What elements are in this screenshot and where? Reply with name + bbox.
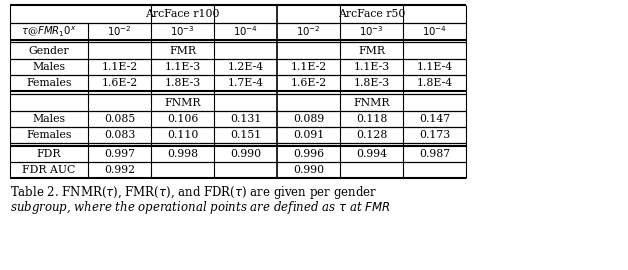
Text: 1.8E-3: 1.8E-3: [354, 78, 389, 88]
Text: 1.7E-4: 1.7E-4: [227, 78, 264, 88]
Text: 1.6E-2: 1.6E-2: [101, 78, 138, 88]
Text: 0.089: 0.089: [293, 114, 324, 124]
Text: Females: Females: [26, 78, 72, 88]
Text: 0.085: 0.085: [104, 114, 135, 124]
Text: 0.118: 0.118: [356, 114, 387, 124]
Text: FDR AUC: FDR AUC: [23, 165, 75, 175]
Text: subgroup, where the operational points are defined as $\tau$ at $FMR$: subgroup, where the operational points a…: [10, 199, 391, 216]
Text: $\tau$@$FMR_1$$0^x$: $\tau$@$FMR_1$$0^x$: [21, 25, 77, 39]
Text: 1.2E-4: 1.2E-4: [227, 62, 264, 72]
Text: Females: Females: [26, 130, 72, 140]
Text: Males: Males: [33, 62, 65, 72]
Text: 0.106: 0.106: [167, 114, 198, 124]
Text: $10^{-4}$: $10^{-4}$: [422, 25, 447, 38]
Text: 0.994: 0.994: [356, 149, 387, 159]
Text: 0.151: 0.151: [230, 130, 261, 140]
Text: FNMR: FNMR: [165, 97, 201, 107]
Text: $10^{-4}$: $10^{-4}$: [233, 25, 258, 38]
Text: 1.8E-3: 1.8E-3: [165, 78, 200, 88]
Text: Males: Males: [33, 114, 65, 124]
Text: FNMR: FNMR: [353, 97, 390, 107]
Text: 0.992: 0.992: [104, 165, 135, 175]
Text: $10^{-3}$: $10^{-3}$: [170, 25, 195, 38]
Text: 0.083: 0.083: [104, 130, 135, 140]
Text: 0.990: 0.990: [293, 165, 324, 175]
Text: 0.091: 0.091: [293, 130, 324, 140]
Text: 1.1E-3: 1.1E-3: [165, 62, 200, 72]
Text: Table 2. FNMR($\tau$), FMR($\tau$), and FDR($\tau$) are given per gender: Table 2. FNMR($\tau$), FMR($\tau$), and …: [10, 184, 377, 201]
Text: 0.128: 0.128: [356, 130, 387, 140]
Text: 0.131: 0.131: [230, 114, 261, 124]
Text: ArcFace r100: ArcFace r100: [145, 9, 220, 19]
Text: FMR: FMR: [169, 46, 196, 56]
Text: Gender: Gender: [29, 46, 69, 56]
Text: $10^{-3}$: $10^{-3}$: [359, 25, 384, 38]
Text: FDR: FDR: [37, 149, 62, 159]
Text: 0.987: 0.987: [419, 149, 450, 159]
Text: ArcFace r50: ArcFace r50: [338, 9, 405, 19]
Text: 1.6E-2: 1.6E-2: [290, 78, 327, 88]
Text: 0.997: 0.997: [104, 149, 135, 159]
Text: $10^{-2}$: $10^{-2}$: [296, 25, 321, 38]
Text: 1.8E-4: 1.8E-4: [416, 78, 453, 88]
Text: 1.1E-2: 1.1E-2: [101, 62, 138, 72]
Text: FMR: FMR: [358, 46, 385, 56]
Text: 1.1E-2: 1.1E-2: [290, 62, 327, 72]
Text: 0.990: 0.990: [230, 149, 261, 159]
Text: 0.998: 0.998: [167, 149, 198, 159]
Text: 0.173: 0.173: [419, 130, 450, 140]
Text: 1.1E-3: 1.1E-3: [354, 62, 389, 72]
Text: $10^{-2}$: $10^{-2}$: [107, 25, 132, 38]
Text: 0.147: 0.147: [419, 114, 450, 124]
Text: 1.1E-4: 1.1E-4: [416, 62, 453, 72]
Text: 0.996: 0.996: [293, 149, 324, 159]
Text: 0.110: 0.110: [167, 130, 198, 140]
